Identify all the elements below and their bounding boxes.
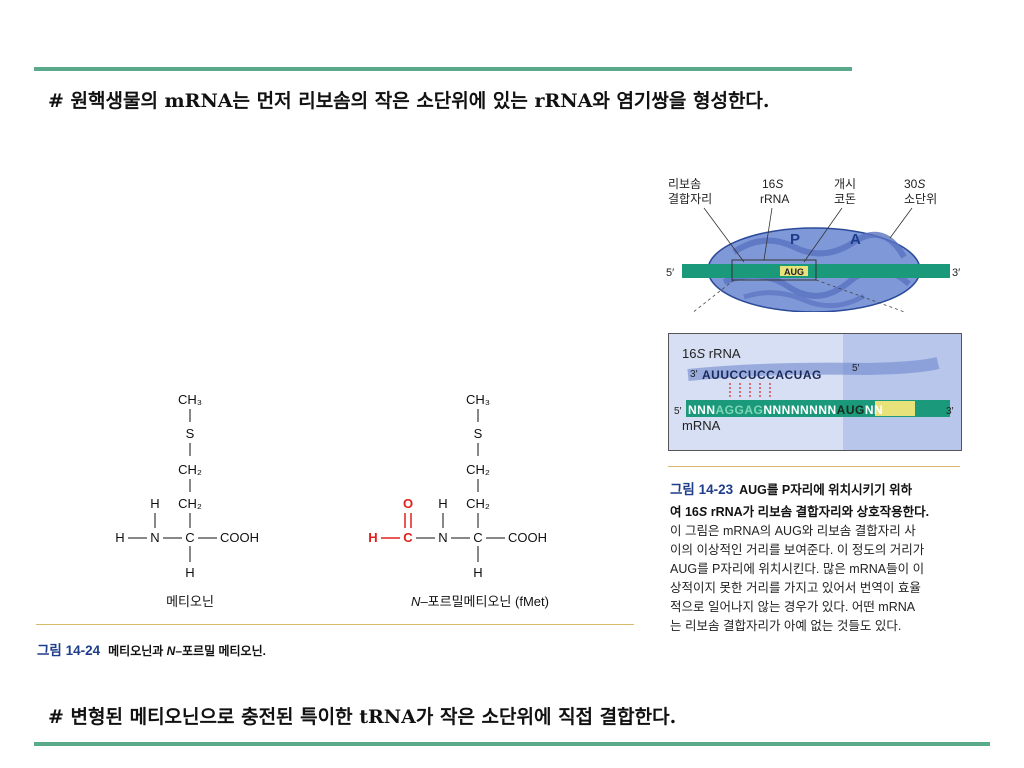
fmet-h-top: H bbox=[438, 496, 447, 511]
met-h-top: H bbox=[150, 496, 159, 511]
zoom-rrna-seq: AUUCCUCCACUAG bbox=[702, 368, 822, 382]
fmet-structure: CH₃ S CH₂ CH₂ H O H C N C COOH H N–포르밀메티… bbox=[368, 392, 549, 609]
fmet-c: C bbox=[473, 530, 482, 545]
label-start-2: 코돈 bbox=[834, 192, 856, 206]
met-ch3: CH₃ bbox=[178, 392, 202, 407]
label-binding-1: 리보솜 bbox=[668, 177, 701, 191]
label-start-1: 개시 bbox=[834, 177, 856, 191]
met-s: S bbox=[186, 426, 195, 441]
p-site: P bbox=[790, 231, 800, 248]
fig24-divider bbox=[36, 624, 634, 625]
met-h-left: H bbox=[115, 530, 124, 545]
met-n: N bbox=[150, 530, 159, 545]
zoom-rrna-label: 16S rRNA bbox=[682, 346, 741, 361]
label-binding-2: 결합자리 bbox=[668, 192, 712, 206]
fmet-o: O bbox=[403, 496, 413, 511]
fmet-s: S bbox=[474, 426, 483, 441]
three-prime: 3′ bbox=[952, 267, 960, 279]
fig24-caption: 그림 14-24 메티오닌과 N–포르밀 메티오닌. bbox=[37, 639, 266, 659]
ribosome-diagram: 리보솜 결합자리 16S rRNA 개시 코돈 30S 소단위 P A AUG … bbox=[666, 177, 960, 312]
zoom-rrna-3: 3′ bbox=[690, 369, 698, 380]
fig23-body-line: 적으로 일어나지 않는 경우가 있다. 어떤 mRNA bbox=[670, 600, 916, 614]
met-cooh: COOH bbox=[220, 530, 259, 545]
zoom-mrna-label: mRNA bbox=[682, 418, 721, 433]
fmet-ch3: CH₃ bbox=[466, 392, 490, 407]
fig23-title-line2: 여 16S rRNA가 리보솜 결합자리와 상호작용한다. bbox=[670, 505, 930, 519]
fmet-h-left: H bbox=[368, 530, 377, 545]
label-30s: 30S bbox=[904, 177, 925, 191]
zoom-mrna-5: 5′ bbox=[674, 406, 682, 417]
fmet-formyl-c: C bbox=[403, 530, 413, 545]
aug-codon: AUG bbox=[784, 267, 804, 277]
bottom-heading: # 변형된 메티오닌으로 충전된 특이한 tRNA가 작은 소단위에 직접 결합… bbox=[48, 706, 677, 728]
met-ch2-b: CH₂ bbox=[178, 496, 202, 511]
fmet-n: N bbox=[438, 530, 447, 545]
met-name: 메티오닌 bbox=[166, 594, 214, 609]
fig23-body-line: 이의 이상적인 거리를 보여준다. 이 정도의 거리가 bbox=[670, 543, 925, 557]
fig23-caption: 그림 14-23 AUG를 P자리에 위치시키기 위하 여 16S rRNA가 리… bbox=[670, 478, 966, 636]
zoom-mrna-3: 3′ bbox=[946, 406, 954, 417]
met-h-bottom: H bbox=[185, 565, 194, 580]
zoom-rrna-5: 5′ bbox=[852, 363, 860, 374]
label-30s-sub: 소단위 bbox=[904, 192, 937, 206]
fig24-title: 메티오닌과 N–포르밀 메티오닌. bbox=[108, 644, 266, 658]
fig23-divider bbox=[668, 466, 960, 467]
pairing-zoom-box: 16S rRNA 3′ AUUCCUCCACUAG 5′ 5′ NNNAGGAG… bbox=[668, 333, 962, 451]
amino-acid-structures: CH₃ S CH₂ CH₂ H H N C COOH H 메티오닌 CH₃ S … bbox=[115, 392, 549, 609]
fmet-cooh: COOH bbox=[508, 530, 547, 545]
fig23-body-line: AUG를 P자리에 위치시킨다. 많은 mRNA들이 이 bbox=[670, 562, 925, 576]
five-prime: 5′ bbox=[666, 267, 674, 279]
fmet-name: N–포르밀메티오닌 (fMet) bbox=[411, 594, 549, 609]
fig23-body-line: 는 리보솜 결합자리가 아예 없는 것들도 있다. bbox=[670, 619, 902, 633]
fig23-body-line: 이 그림은 mRNA의 AUG와 리보솜 결합자리 사 bbox=[670, 524, 916, 538]
a-site: A bbox=[850, 231, 861, 248]
zoom-mrna-seq: NNNAGGAGNNNNNNNNAUGNN bbox=[688, 403, 883, 417]
fig23-body: 이 그림은 mRNA의 AUG와 리보솜 결합자리 사 이의 이상적인 거리를 … bbox=[670, 522, 966, 636]
fig24-label: 그림 14-24 bbox=[37, 643, 101, 658]
fmet-ch2-b: CH₂ bbox=[466, 496, 490, 511]
fmet-h-bottom: H bbox=[473, 565, 482, 580]
fig23-label: 그림 14-23 bbox=[670, 482, 734, 497]
fmet-ch2-a: CH₂ bbox=[466, 462, 490, 477]
top-divider bbox=[34, 67, 852, 71]
fig23-body-line: 상적이지 못한 거리를 가지고 있어서 번역이 효율 bbox=[670, 581, 921, 595]
bottom-divider bbox=[34, 742, 990, 746]
label-16s-rrna: rRNA bbox=[760, 192, 789, 206]
label-16s: 16S bbox=[762, 177, 783, 191]
met-c: C bbox=[185, 530, 194, 545]
fig23-title-line1: 그림 14-23 AUG를 P자리에 위치시키기 위하 bbox=[670, 482, 913, 497]
top-heading: # 원핵생물의 mRNA는 먼저 리보솜의 작은 소단위에 있는 rRNA와 염… bbox=[48, 90, 770, 112]
met-ch2-a: CH₂ bbox=[178, 462, 202, 477]
methionine-structure: CH₃ S CH₂ CH₂ H H N C COOH H 메티오닌 bbox=[115, 392, 259, 609]
